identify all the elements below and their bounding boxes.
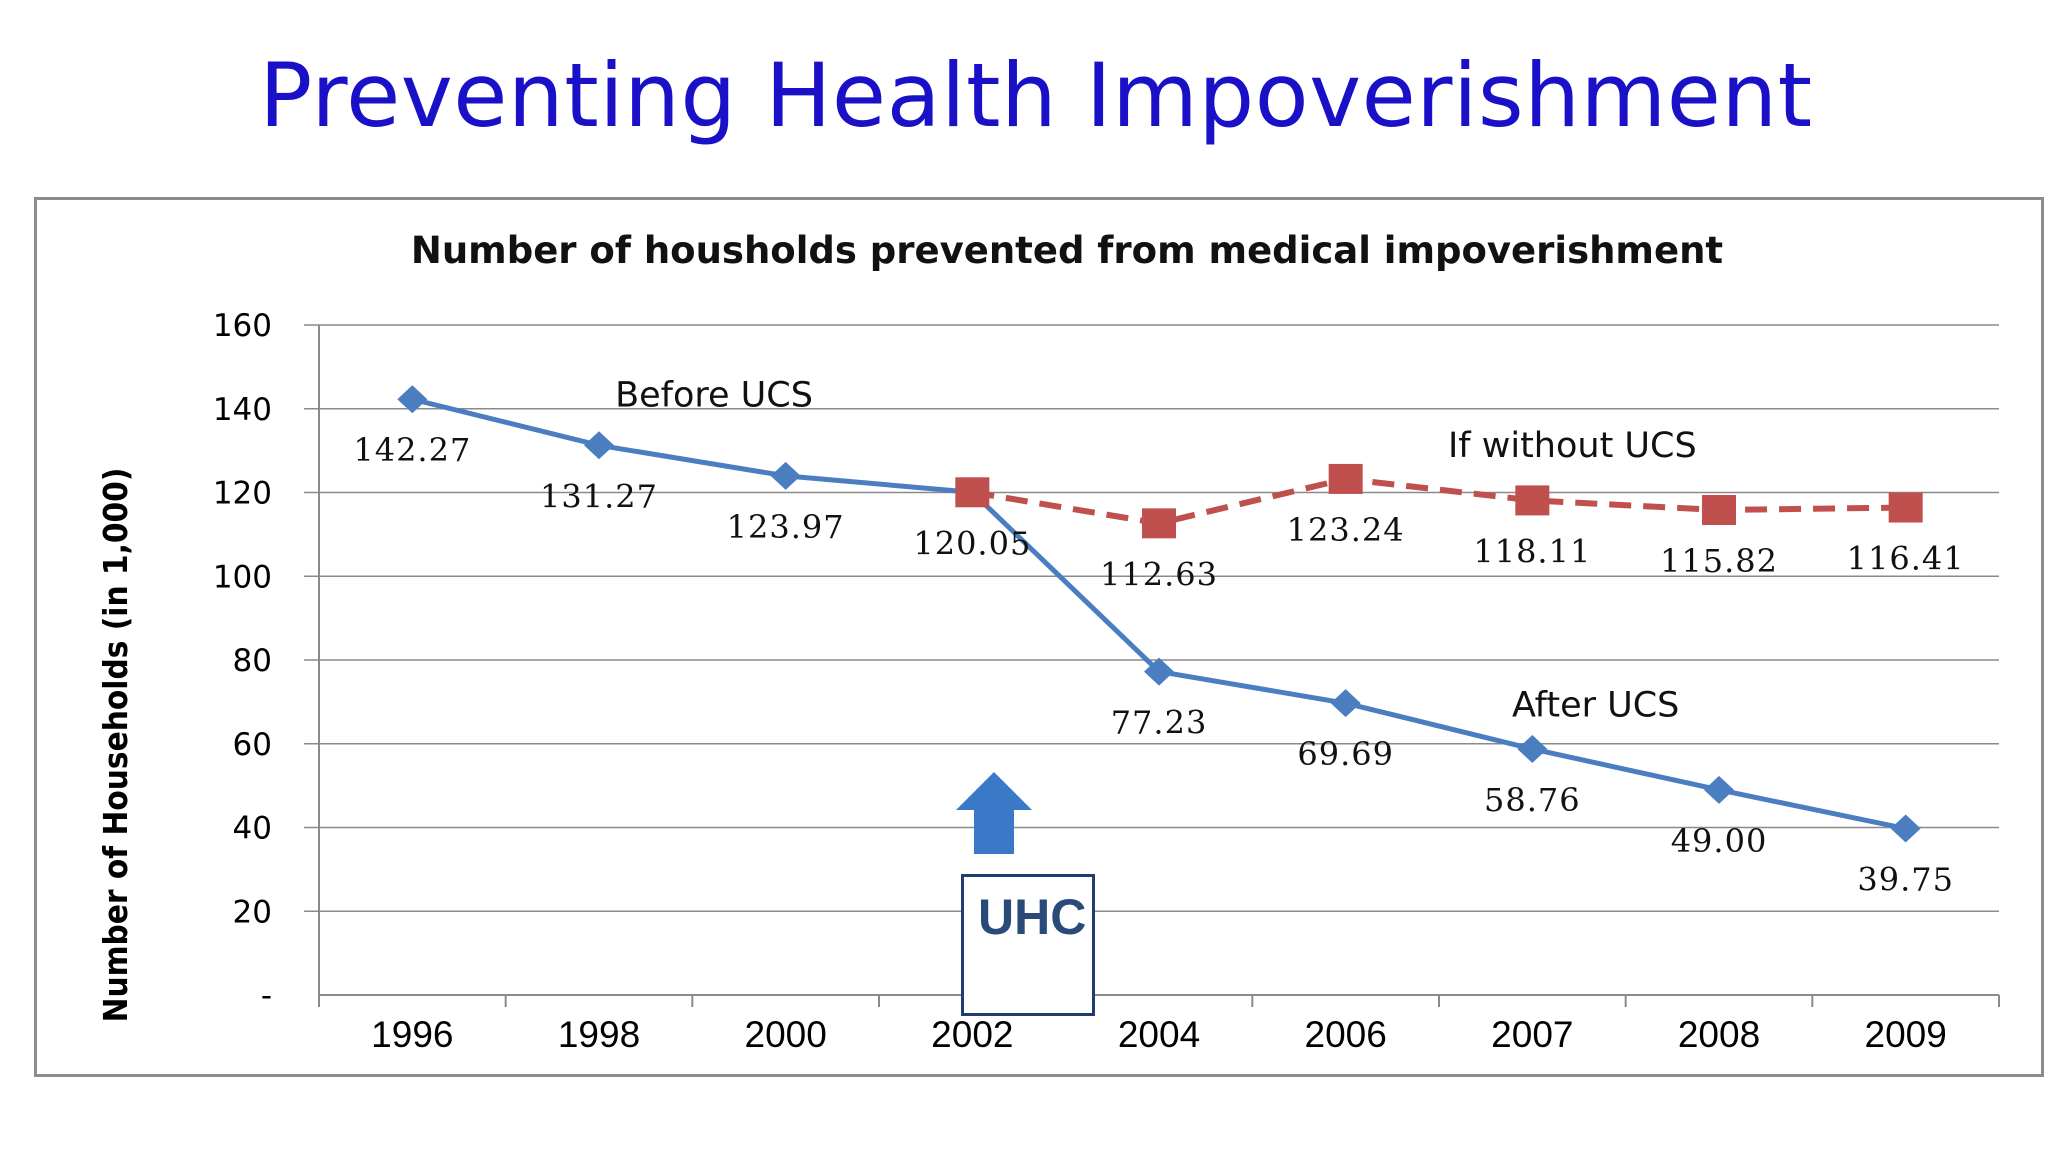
line-chart: Number of housholds prevented from medic… bbox=[96, 229, 2000, 1055]
up-arrow-icon bbox=[956, 772, 1032, 854]
x-tick-label: 1996 bbox=[371, 1014, 453, 1055]
square-marker bbox=[1515, 485, 1550, 516]
y-tick-label: 40 bbox=[233, 811, 272, 847]
series bbox=[397, 385, 1923, 843]
chart-frame: Number of housholds prevented from medic… bbox=[34, 197, 2044, 1077]
slide-title: Preventing Health Impoverishment bbox=[259, 44, 1813, 147]
annotation-label: If without UCS bbox=[1448, 426, 1697, 466]
y-tick-label: 80 bbox=[233, 643, 272, 679]
data-label: 58.76 bbox=[1484, 781, 1581, 819]
y-axis-title: Number of Households (in 1,000) bbox=[96, 468, 135, 1023]
data-label: 131.27 bbox=[540, 477, 658, 515]
square-marker bbox=[955, 477, 990, 508]
x-tick-label: 2004 bbox=[1118, 1014, 1200, 1055]
uhc-label: UHC bbox=[978, 889, 1087, 945]
chart-title: Number of housholds prevented from medic… bbox=[411, 229, 1723, 272]
x-tick-label: 2000 bbox=[745, 1014, 827, 1055]
diamond-marker bbox=[397, 385, 428, 414]
y-tick-label: 160 bbox=[213, 308, 272, 344]
data-label: 142.27 bbox=[353, 431, 471, 469]
data-label: 49.00 bbox=[1671, 822, 1768, 860]
square-marker bbox=[1142, 508, 1176, 539]
diamond-marker bbox=[770, 461, 801, 490]
x-tick-label: 2009 bbox=[1865, 1014, 1947, 1055]
data-label: 123.97 bbox=[727, 508, 845, 546]
y-tick-label: 120 bbox=[213, 476, 272, 512]
square-marker bbox=[1888, 492, 1923, 523]
data-label: 118.11 bbox=[1473, 532, 1591, 570]
x-tick-label: 1998 bbox=[558, 1014, 640, 1055]
x-tick-label: 2006 bbox=[1305, 1014, 1387, 1055]
data-label: 39.75 bbox=[1857, 861, 1954, 899]
x-tick-label: 2008 bbox=[1678, 1014, 1760, 1055]
diamond-marker bbox=[1144, 657, 1174, 686]
y-tick-label: 20 bbox=[233, 894, 272, 930]
data-label: 69.69 bbox=[1297, 735, 1394, 773]
diamond-marker bbox=[1330, 689, 1361, 718]
y-tick-label: - bbox=[261, 978, 272, 1014]
annotations: Before UCS If without UCS After UCS bbox=[615, 376, 1697, 726]
x-tick-label: 2002 bbox=[931, 1014, 1013, 1055]
square-marker bbox=[1328, 463, 1363, 494]
y-tick-label: 140 bbox=[213, 392, 272, 428]
annotation-label: Before UCS bbox=[615, 376, 813, 416]
gridlines bbox=[304, 324, 1999, 912]
x-tick-label: 2007 bbox=[1491, 1014, 1573, 1055]
data-label: 120.05 bbox=[913, 524, 1031, 562]
y-tick-label: 60 bbox=[233, 727, 272, 763]
diamond-marker bbox=[584, 431, 614, 460]
data-label: 116.41 bbox=[1847, 540, 1965, 578]
y-tick-label: 100 bbox=[213, 559, 272, 595]
data-label: 123.24 bbox=[1287, 511, 1405, 549]
diamond-marker bbox=[1517, 734, 1548, 763]
square-marker bbox=[1702, 495, 1736, 526]
diamond-marker bbox=[1704, 775, 1734, 804]
data-label: 112.63 bbox=[1100, 555, 1218, 593]
axes: - 20 40 60 80 100 120 140 160 1996 1998 2000 2002 200… bbox=[213, 308, 2000, 1055]
uhc-arrow bbox=[956, 772, 1032, 854]
series-line-without-ucs bbox=[971, 475, 1906, 527]
diamond-marker bbox=[1890, 814, 1921, 843]
data-label: 77.23 bbox=[1111, 704, 1208, 742]
data-label: 115.82 bbox=[1660, 542, 1778, 580]
uhc-box: UHC bbox=[961, 874, 1095, 1016]
annotation-label: After UCS bbox=[1512, 686, 1679, 726]
data-labels: 142.27 131.27 123.97 120.05 77.23 69.69 58.76 4… bbox=[353, 431, 1965, 899]
